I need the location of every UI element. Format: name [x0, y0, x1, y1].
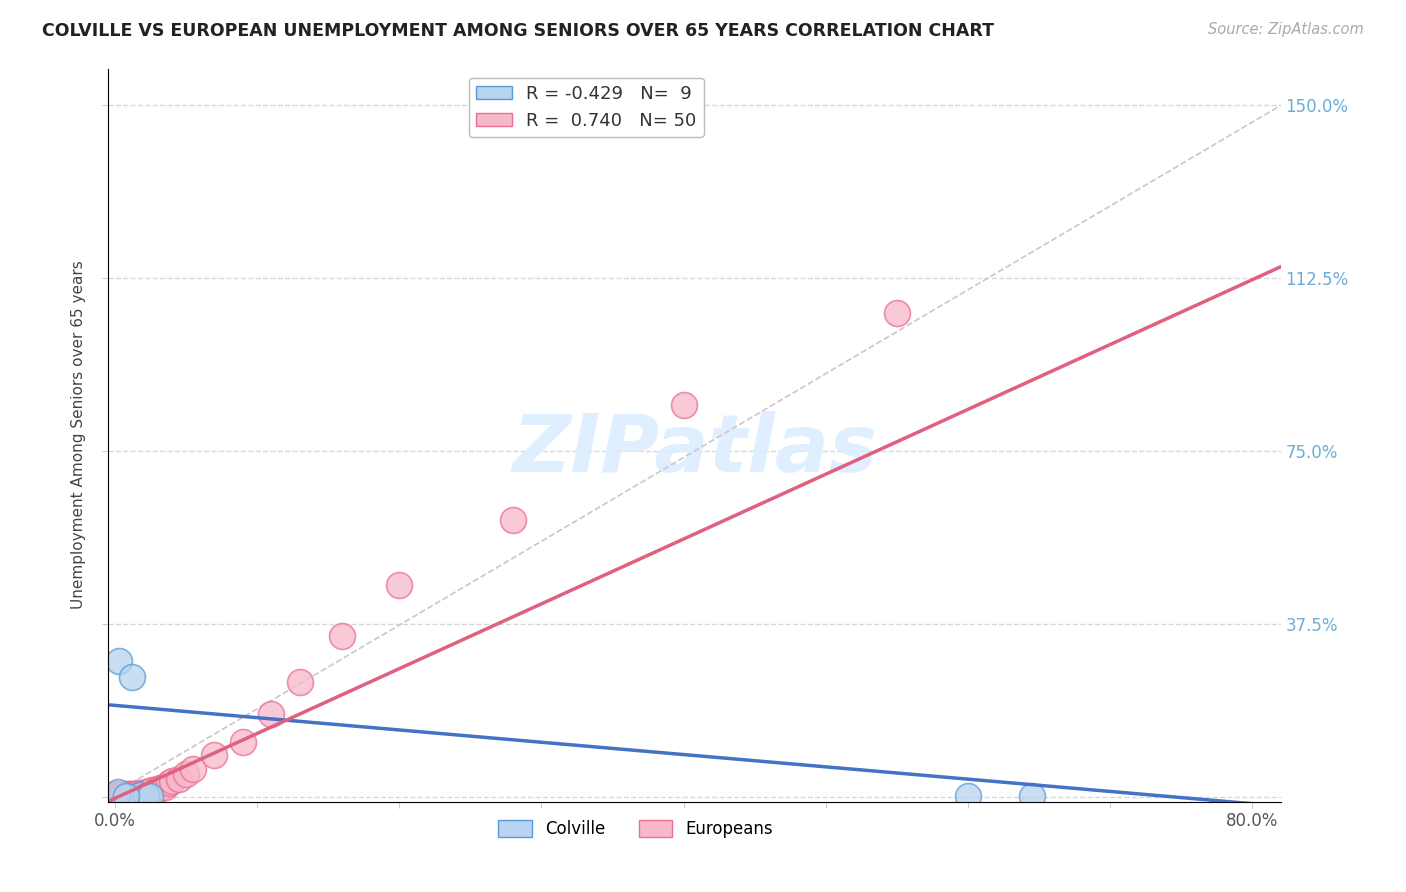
Point	[181, 762, 204, 776]
Point	[107, 785, 129, 799]
Point	[139, 784, 162, 798]
Point	[114, 788, 136, 802]
Point	[118, 787, 141, 801]
Point	[115, 788, 138, 802]
Point	[232, 734, 254, 748]
Point	[167, 772, 190, 786]
Point	[108, 789, 131, 803]
Point	[104, 787, 127, 801]
Text: Source: ZipAtlas.com: Source: ZipAtlas.com	[1208, 22, 1364, 37]
Point	[388, 578, 411, 592]
Text: COLVILLE VS EUROPEAN UNEMPLOYMENT AMONG SENIORS OVER 65 YEARS CORRELATION CHART: COLVILLE VS EUROPEAN UNEMPLOYMENT AMONG …	[42, 22, 994, 40]
Point	[104, 789, 127, 803]
Point	[129, 788, 152, 802]
Point	[121, 787, 143, 801]
Point	[108, 788, 131, 802]
Point	[138, 785, 160, 799]
Point	[502, 513, 524, 527]
Point	[153, 780, 176, 794]
Point	[107, 788, 129, 802]
Point	[110, 789, 132, 803]
Point	[886, 306, 908, 320]
Point	[117, 787, 139, 801]
Point	[1021, 789, 1043, 803]
Point	[105, 789, 128, 803]
Point	[202, 748, 225, 763]
Point	[122, 788, 145, 802]
Point	[149, 780, 172, 795]
Point	[132, 786, 155, 800]
Point	[160, 773, 183, 788]
Legend: Colville, Europeans: Colville, Europeans	[492, 813, 779, 845]
Point	[112, 788, 135, 802]
Y-axis label: Unemployment Among Seniors over 65 years: Unemployment Among Seniors over 65 years	[72, 260, 86, 609]
Point	[104, 788, 127, 802]
Point	[135, 789, 157, 803]
Point	[139, 789, 162, 803]
Point	[111, 788, 134, 802]
Point	[129, 787, 152, 801]
Point	[956, 789, 979, 803]
Text: ZIPatlas: ZIPatlas	[512, 410, 877, 489]
Point	[104, 789, 127, 804]
Point	[288, 674, 311, 689]
Point	[112, 787, 135, 801]
Point	[260, 706, 283, 721]
Point	[111, 789, 134, 803]
Point	[330, 629, 353, 643]
Point	[115, 789, 138, 803]
Point	[174, 767, 197, 781]
Point	[127, 786, 149, 800]
Point	[110, 788, 132, 802]
Point	[115, 789, 138, 803]
Point	[121, 670, 143, 684]
Point	[141, 783, 163, 797]
Point	[157, 776, 180, 790]
Point	[108, 654, 131, 668]
Point	[105, 788, 128, 802]
Point	[146, 781, 169, 796]
Point	[107, 789, 129, 803]
Point	[125, 787, 148, 801]
Point	[672, 398, 695, 412]
Point	[143, 784, 166, 798]
Point	[118, 788, 141, 802]
Point	[135, 785, 157, 799]
